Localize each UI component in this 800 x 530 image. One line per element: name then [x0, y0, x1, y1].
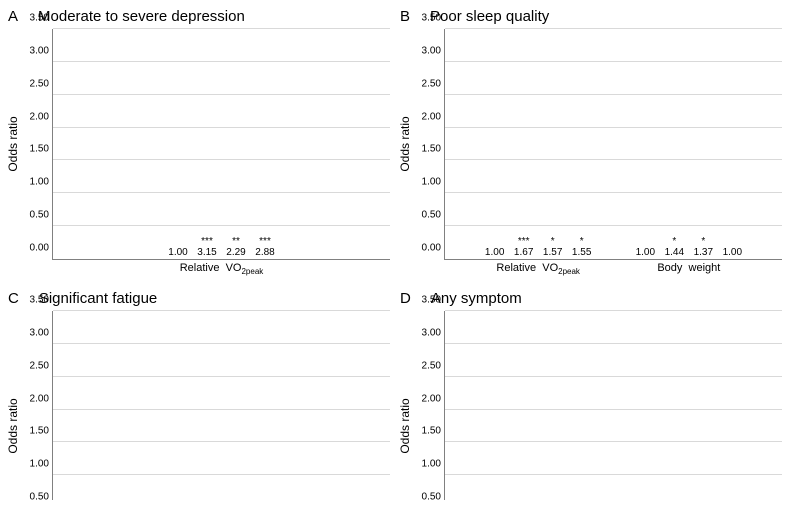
panel-C-ylabel: Odds ratio: [8, 398, 20, 453]
panel-C: C Significant fatigue Odds ratio 0.000.5…: [8, 290, 400, 500]
bar-value-label: *1.44: [665, 236, 684, 258]
panel-C-title: C Significant fatigue: [8, 290, 400, 307]
y-tick: 2.50: [422, 360, 445, 371]
y-tick: 2.50: [422, 78, 445, 89]
bar-value-label: *1.57: [543, 236, 562, 258]
bar-value-label: ***1.67: [514, 236, 533, 258]
panel-A-chart: Odds ratio 0.000.501.001.502.002.503.003…: [52, 29, 390, 260]
panel-C-title-text: Significant fatigue: [39, 290, 157, 307]
panel-B-chart: Odds ratio 0.000.501.001.502.002.503.003…: [444, 29, 782, 260]
y-tick: 1.50: [422, 426, 445, 437]
panel-D-ylabel: Odds ratio: [400, 398, 412, 453]
y-tick: 3.50: [30, 295, 53, 306]
y-tick: 1.50: [30, 426, 53, 437]
y-tick: 2.50: [30, 360, 53, 371]
bar-value-label: 1.00: [485, 247, 504, 258]
bar-value-label: 1.00: [168, 247, 187, 258]
panel-A: A Moderate to severe depression Odds rat…: [8, 8, 400, 290]
panel-A-ylabel: Odds ratio: [6, 116, 20, 171]
y-tick: 2.00: [422, 393, 445, 404]
y-tick: 0.00: [30, 243, 53, 254]
y-tick: 2.00: [422, 111, 445, 122]
bars-wrap: 1.00***3.15**2.29***2.88Relative VO2peak: [53, 29, 390, 259]
y-tick: 0.00: [422, 243, 445, 254]
y-tick: 3.00: [30, 327, 53, 338]
x-category-label: Body weight: [657, 262, 720, 274]
x-category-label: Relative VO2peak: [180, 262, 264, 276]
panel-B-ylabel: Odds ratio: [398, 116, 412, 171]
y-tick: 1.50: [422, 144, 445, 155]
y-tick: 2.50: [30, 78, 53, 89]
y-tick: 3.00: [422, 327, 445, 338]
bar-value-label: 1.00: [636, 247, 655, 258]
panel-B-letter: B: [400, 8, 410, 25]
y-tick: 0.50: [30, 210, 53, 221]
bar-value-label: **2.29: [226, 236, 245, 258]
figure-grid: A Moderate to severe depression Odds rat…: [0, 0, 800, 530]
y-tick: 3.00: [30, 45, 53, 56]
y-tick: 1.00: [30, 177, 53, 188]
panel-A-letter: A: [8, 8, 18, 25]
y-tick: 0.50: [30, 492, 53, 500]
y-tick: 3.00: [422, 45, 445, 56]
panel-B-title: B Poor sleep quality: [400, 8, 792, 25]
y-tick: 1.00: [30, 459, 53, 470]
panel-C-letter: C: [8, 290, 19, 307]
y-tick: 1.00: [422, 177, 445, 188]
x-category-label: Relative VO2peak: [496, 262, 580, 276]
bar-value-label: 1.00: [723, 247, 742, 258]
panel-D-letter: D: [400, 290, 411, 307]
y-tick: 3.50: [422, 295, 445, 306]
panel-D: D Any symptom Odds ratio 0.000.501.001.5…: [400, 290, 792, 500]
y-tick: 0.50: [422, 210, 445, 221]
bar-value-label: ***3.15: [197, 236, 216, 258]
panel-D-chart: Odds ratio 0.000.501.001.502.002.503.003…: [444, 311, 782, 500]
panel-C-chart: Odds ratio 0.000.501.001.502.002.503.003…: [52, 311, 390, 500]
bar-value-label: *1.55: [572, 236, 591, 258]
y-tick: 1.50: [30, 144, 53, 155]
bars-wrap: 1.00***1.67*1.57*1.55Relative VO2peak1.0…: [445, 29, 782, 259]
bars-wrap: 1.00***2.03***1.85***1.91Relative VO2pea…: [445, 311, 782, 500]
panel-A-title-text: Moderate to severe depression: [38, 8, 245, 25]
y-tick: 1.00: [422, 459, 445, 470]
panel-D-title: D Any symptom: [400, 290, 792, 307]
panel-B: B Poor sleep quality Odds ratio 0.000.50…: [400, 8, 792, 290]
bar-value-label: ***2.88: [255, 236, 274, 258]
bars-wrap: 1.00**1.67**1.72***1.97Relative VO2peak1…: [53, 311, 390, 500]
panel-A-title: A Moderate to severe depression: [8, 8, 400, 25]
y-tick: 2.00: [30, 393, 53, 404]
y-tick: 3.50: [422, 13, 445, 24]
y-tick: 0.50: [422, 492, 445, 500]
panel-B-title-text: Poor sleep quality: [430, 8, 549, 25]
bar-value-label: *1.37: [694, 236, 713, 258]
y-tick: 3.50: [30, 13, 53, 24]
y-tick: 2.00: [30, 111, 53, 122]
